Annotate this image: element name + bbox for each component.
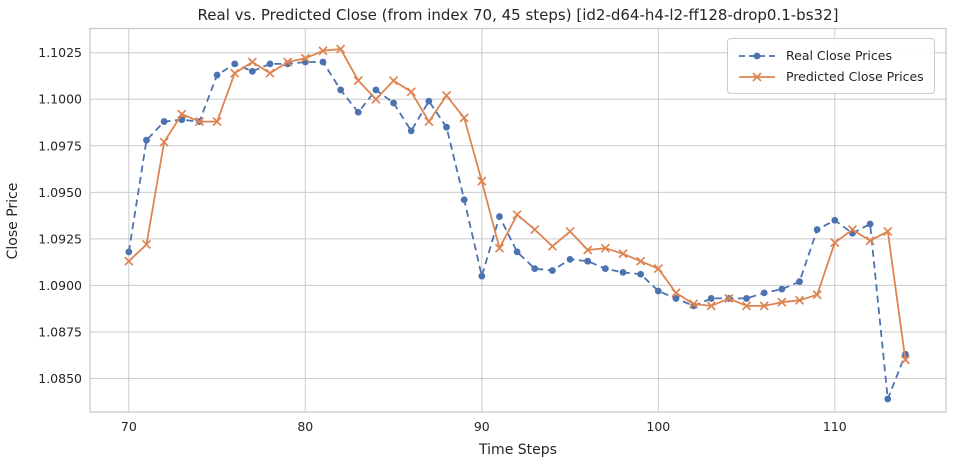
svg-text:1.0900: 1.0900: [38, 278, 82, 293]
legend: Real Close Prices Predicted Close Prices: [727, 38, 935, 94]
svg-text:1.0850: 1.0850: [38, 371, 82, 386]
plot-border: [89, 27, 947, 413]
legend-item-real: Real Close Prices: [738, 45, 924, 66]
legend-item-predicted: Predicted Close Prices: [738, 66, 924, 87]
y-axis-label: Close Price: [5, 182, 21, 260]
svg-text:1.0875: 1.0875: [38, 324, 82, 339]
svg-text:1.0975: 1.0975: [38, 138, 82, 153]
svg-text:1.0925: 1.0925: [38, 231, 82, 246]
legend-label-real: Real Close Prices: [786, 48, 892, 63]
predicted-series-marker-icon: [739, 71, 775, 82]
svg-text:1.0950: 1.0950: [38, 185, 82, 200]
svg-text:1.1025: 1.1025: [38, 45, 82, 60]
svg-text:70: 70: [121, 419, 137, 434]
x-axis-label: Time Steps: [479, 442, 557, 458]
chart-title: Real vs. Predicted Close (from index 70,…: [197, 6, 839, 24]
svg-text:110: 110: [823, 419, 847, 434]
real-series-marker-icon: [739, 52, 775, 59]
svg-text:90: 90: [474, 419, 490, 434]
real-series: [125, 58, 909, 403]
predicted-series: [124, 44, 911, 365]
tick-labels: 70 80 90 100 110 1.0850 1.0875 1.0900 1.0925 1.09…: [38, 45, 847, 434]
svg-text:1.1000: 1.1000: [38, 92, 82, 107]
svg-text:80: 80: [297, 419, 313, 434]
legend-label-predicted: Predicted Close Prices: [786, 69, 924, 84]
svg-text:100: 100: [646, 419, 670, 434]
